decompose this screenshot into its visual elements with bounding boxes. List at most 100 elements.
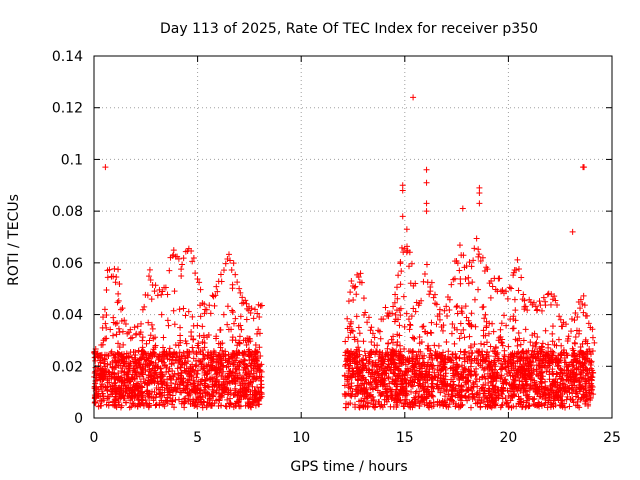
data-point [252,342,259,349]
data-point [563,396,570,403]
data-point [538,402,545,409]
data-point [568,328,575,335]
data-point [223,403,230,410]
data-point [217,271,224,278]
data-point [209,363,216,370]
data-point [190,387,197,394]
data-point [235,322,242,329]
data-point [134,403,141,410]
data-point [115,266,122,273]
data-point [532,303,539,310]
data-point [468,310,475,317]
data-point [430,375,437,382]
data-point [364,319,371,326]
data-point [111,380,118,387]
data-point [114,377,121,384]
data-point [394,295,401,302]
data-point [472,378,479,385]
data-point [122,399,129,406]
data-point [558,352,565,359]
data-point [428,362,435,369]
data-point [457,280,464,287]
data-point [500,356,507,363]
data-point [358,397,365,404]
data-point [112,320,119,327]
data-point [205,352,212,359]
data-point [181,359,188,366]
data-point [542,399,549,406]
data-point [175,255,182,262]
data-point [258,377,265,384]
data-point [371,334,378,341]
data-point [430,294,437,301]
data-point [111,376,118,383]
data-point [503,379,510,386]
data-point [461,334,468,341]
data-point [466,394,473,401]
data-point [390,303,397,310]
data-point [236,285,243,292]
data-point [381,369,388,376]
data-point [142,367,149,374]
data-point [558,376,565,383]
data-point [138,320,145,327]
data-point [361,395,368,402]
data-point [384,345,391,352]
data-point [408,260,415,267]
data-point [196,279,203,286]
data-point [397,281,404,288]
data-point [142,379,149,386]
data-point [428,352,435,359]
data-point [426,400,433,407]
data-point [349,351,356,358]
data-point [572,340,579,347]
data-point [97,383,104,390]
data-point [226,378,233,385]
data-point [392,377,399,384]
data-point [466,353,473,360]
data-point [225,363,232,370]
data-point [557,316,564,323]
data-point [181,395,188,402]
data-point [523,355,530,362]
data-point [245,395,252,402]
data-point [416,333,423,340]
data-point [202,377,209,384]
data-point [152,402,159,409]
data-point [99,324,106,331]
data-point [372,400,379,407]
data-point [454,390,461,397]
data-point [544,291,551,298]
data-point [428,319,435,326]
data-point [466,259,473,266]
data-point [344,315,351,322]
data-point [102,335,109,342]
data-point [153,401,160,408]
data-point [515,265,522,272]
data-point [154,292,161,299]
data-point [456,377,463,384]
data-point [101,306,108,313]
data-point [353,313,360,320]
data-point [129,371,136,378]
data-point [248,351,255,358]
data-point [576,404,583,411]
data-point [479,384,486,391]
data-point [130,349,137,356]
data-point [122,382,129,389]
data-point [119,378,126,385]
data-point [396,353,403,360]
data-point [481,390,488,397]
data-point [369,330,376,337]
data-point [247,309,254,316]
data-point [114,299,121,306]
data-point [172,396,179,403]
data-point [348,318,355,325]
data-point [584,312,591,319]
data-point [459,205,466,212]
data-point [197,348,204,355]
data-point [537,302,544,309]
data-point [131,324,138,331]
data-point [582,397,589,404]
data-point [589,369,596,376]
